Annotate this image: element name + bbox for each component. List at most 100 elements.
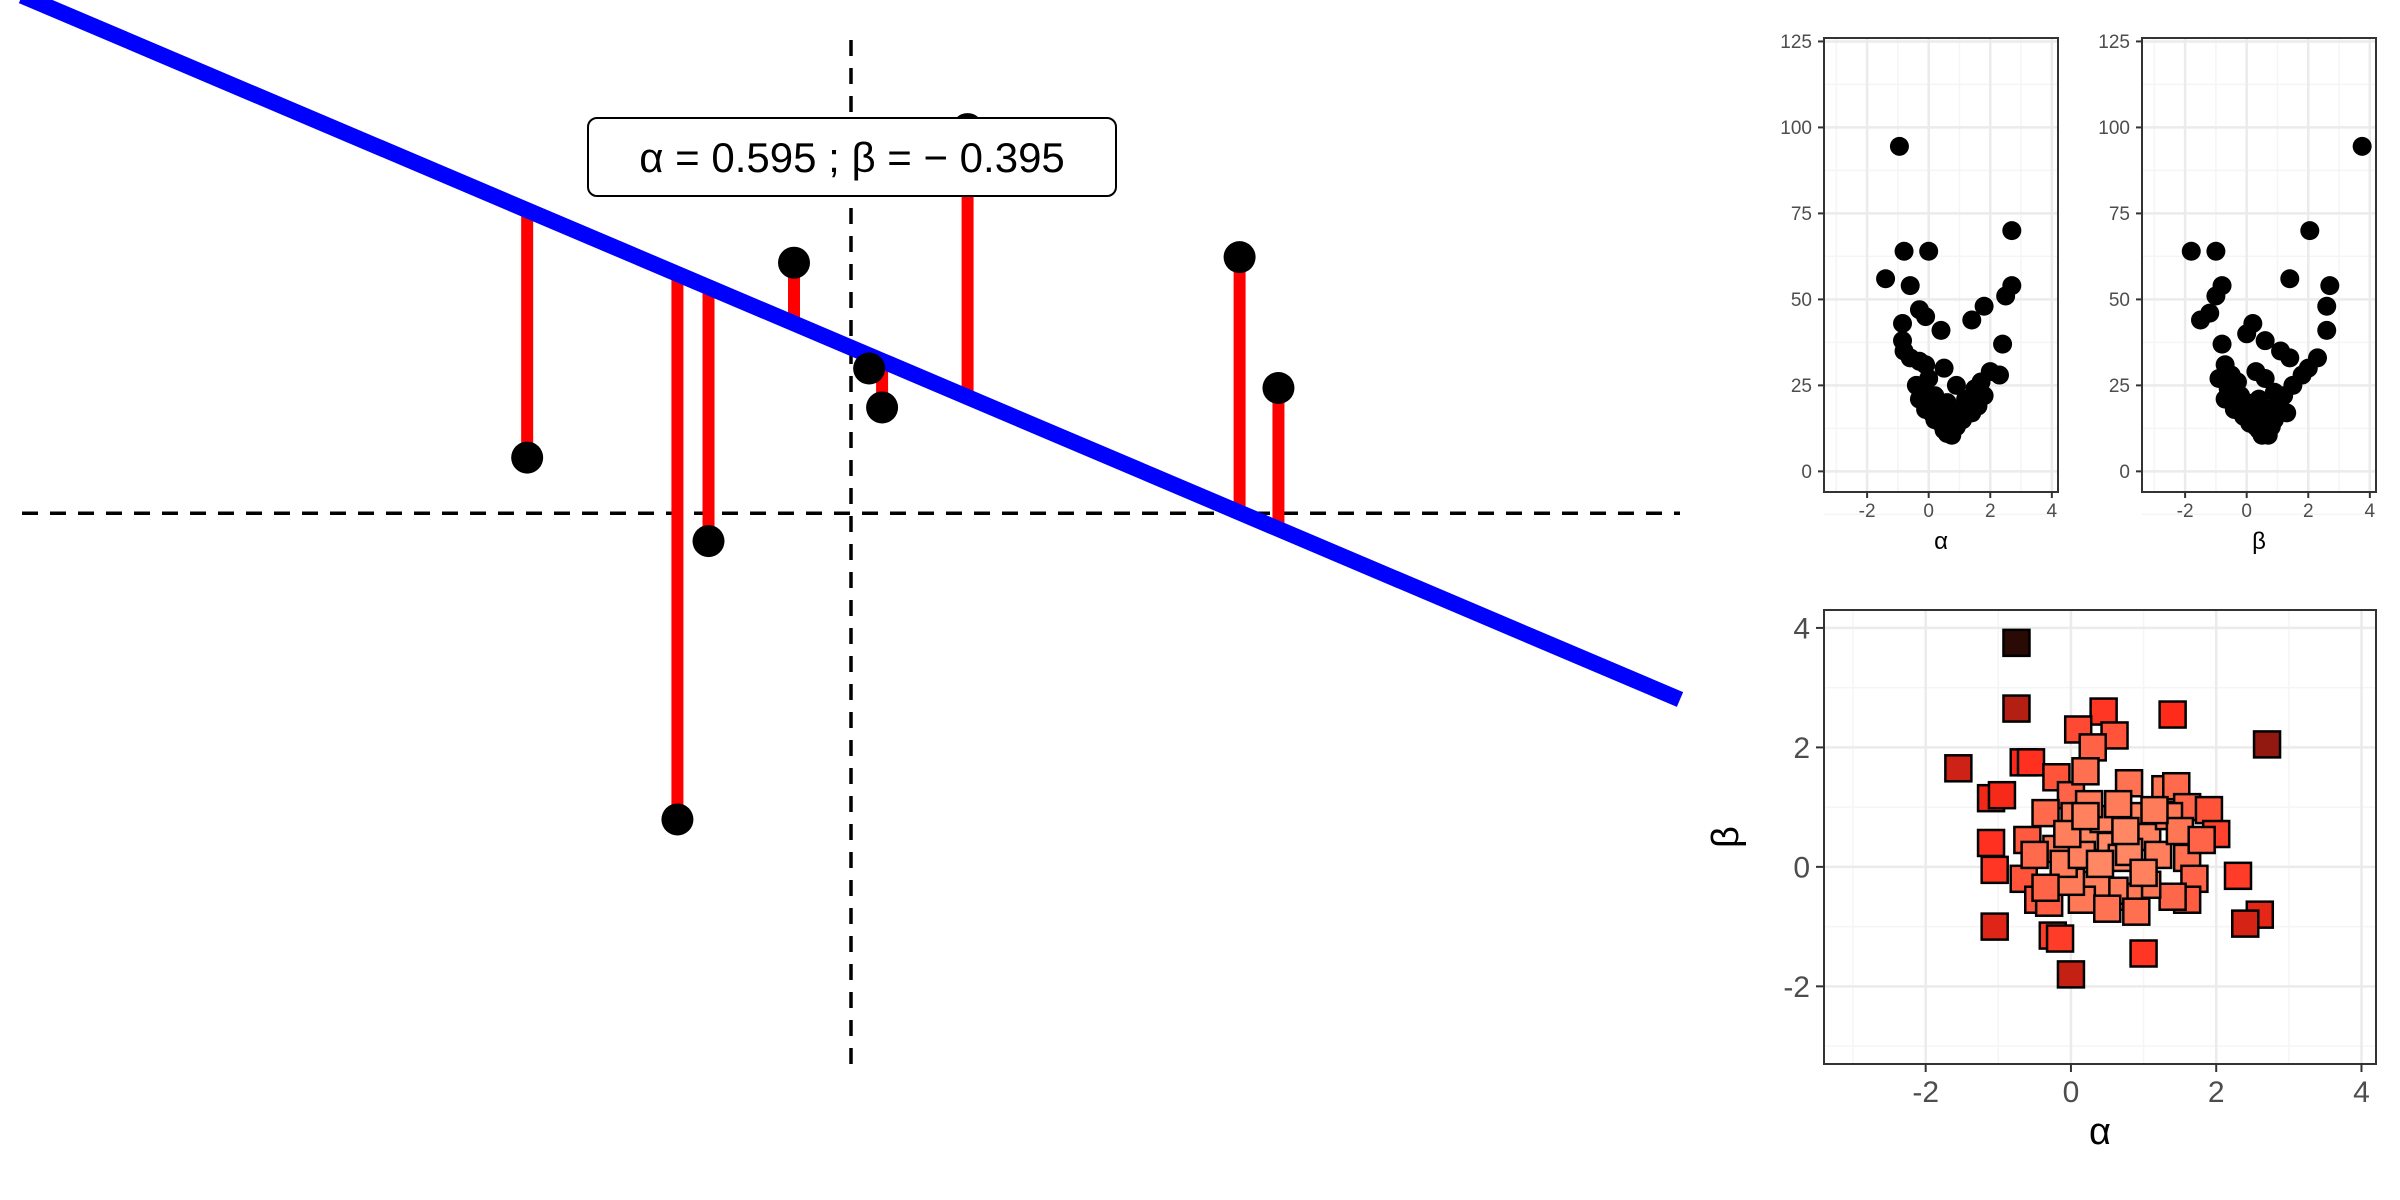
parameter-square — [2093, 894, 2122, 923]
loss-point — [2320, 276, 2340, 296]
y-axis-title: β — [1705, 826, 1747, 848]
parameter-square — [2071, 801, 2100, 831]
parameter-square — [2063, 715, 2093, 744]
loss-point — [1974, 296, 1994, 316]
loss-point — [2181, 241, 2201, 261]
x-tick-label: -2 — [1912, 1076, 1939, 1109]
data-point — [511, 441, 544, 474]
parameter-square — [2140, 795, 2169, 825]
parameter-label-text: α = 0.595 ; β = − 0.395 — [639, 134, 1065, 181]
y-tick-label: 100 — [1780, 118, 1812, 139]
loss-point — [2280, 269, 2300, 289]
y-tick-label: 75 — [1791, 204, 1812, 225]
parameter-square — [1987, 780, 2017, 810]
loss-point — [1962, 310, 1982, 330]
data-point — [853, 352, 886, 385]
parameter-square — [2045, 924, 2075, 953]
data-point — [778, 246, 811, 279]
parameter-label: α = 0.595 ; β = − 0.395 — [587, 117, 1117, 197]
regression-panel: α = 0.595 ; β = − 0.395 — [18, 0, 1684, 1070]
parameter-square — [2158, 882, 2187, 911]
regression-line — [18, 0, 1684, 707]
x-tick-label: 4 — [2353, 1076, 2370, 1109]
loss-vs-beta-panel: -2 0 2 4 0 25 50 75 100 125 β — [2098, 32, 2377, 555]
loss-point — [2002, 221, 2022, 241]
x-tick-label: 4 — [2365, 501, 2376, 522]
data-point — [661, 803, 694, 836]
loss-point — [2317, 296, 2337, 316]
panel-border — [1823, 609, 2377, 1065]
parameter-square — [1980, 855, 2009, 885]
x-tick-label: 4 — [2047, 501, 2058, 522]
loss-point — [2255, 331, 2275, 351]
x-axis-title: α — [1934, 528, 1948, 555]
loss-point — [1990, 365, 2009, 385]
parameter-square — [2187, 825, 2216, 855]
y-tick-label: 75 — [2109, 204, 2130, 225]
loss-point — [1916, 307, 1936, 327]
loss-point — [1889, 136, 1909, 156]
y-tick-label: 100 — [2098, 118, 2130, 139]
parameter-square — [2071, 757, 2100, 786]
parameter-square — [2111, 816, 2140, 846]
y-tick-label: 125 — [2098, 32, 2130, 53]
data-point — [1262, 371, 1295, 404]
parameter-square — [1976, 828, 2006, 858]
loss-point — [1894, 241, 1914, 261]
x-tick-label: 2 — [2208, 1076, 2225, 1109]
y-tick-label: 0 — [1793, 851, 1810, 884]
loss-point — [1919, 241, 1939, 261]
y-tick-label: 2 — [1793, 732, 1810, 765]
loss-point — [2300, 221, 2320, 241]
y-tick-label: 50 — [1791, 290, 1812, 311]
loss-point — [1893, 313, 1913, 333]
data-point — [692, 525, 725, 558]
x-axis-title: α — [2089, 1111, 2111, 1153]
loss-point — [2206, 241, 2226, 261]
parameter-square — [2223, 861, 2253, 891]
parameter-square — [2194, 795, 2224, 825]
y-tick-label: 125 — [1780, 32, 1812, 53]
y-tick-label: -2 — [1783, 971, 1810, 1004]
loss-point — [1942, 425, 1962, 445]
loss-point — [2258, 425, 2278, 445]
panel-border — [2141, 37, 2377, 493]
data-point — [1223, 241, 1256, 274]
parameter-square — [2056, 960, 2086, 989]
loss-point — [1996, 286, 2016, 306]
parameter-square — [2002, 628, 2031, 658]
y-tick-label: 0 — [1801, 462, 1812, 483]
parameter-square — [2020, 840, 2049, 870]
loss-point — [2191, 310, 2210, 330]
y-tick-label: 4 — [1793, 612, 1810, 645]
parameter-square — [2129, 939, 2158, 968]
loss-point — [1993, 334, 2013, 354]
x-tick-label: -2 — [1859, 501, 1876, 522]
y-tick-label: 25 — [2109, 376, 2130, 397]
loss-point — [2206, 286, 2226, 306]
parameter-square — [2103, 789, 2133, 819]
loss-point — [2317, 320, 2337, 340]
alpha-beta-scatter-panel: -2 0 2 4 -2 0 2 4 α β — [1705, 609, 2377, 1153]
loss-point — [1934, 358, 1954, 378]
x-tick-label: 2 — [2303, 501, 2314, 522]
parameter-square — [2089, 697, 2118, 726]
x-tick-label: 0 — [2241, 501, 2252, 522]
panel-border — [1823, 37, 2059, 493]
loss-point — [2280, 348, 2300, 368]
loss-point — [2237, 324, 2257, 344]
parameter-square — [2122, 897, 2151, 926]
loss-point — [1900, 276, 1920, 296]
y-tick-label: 0 — [2119, 462, 2130, 483]
parameter-square — [1980, 912, 2009, 941]
x-tick-label: 0 — [2063, 1076, 2080, 1109]
x-tick-label: 2 — [1985, 501, 1996, 522]
loss-point — [1876, 269, 1896, 289]
loss-point — [1931, 320, 1951, 340]
y-tick-label: 50 — [2109, 290, 2130, 311]
parameter-square — [2042, 763, 2071, 792]
loss-point — [1946, 375, 1966, 395]
parameter-square — [2078, 733, 2107, 762]
parameter-square — [1944, 754, 1973, 783]
